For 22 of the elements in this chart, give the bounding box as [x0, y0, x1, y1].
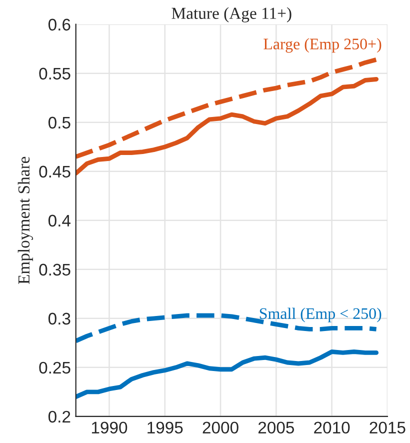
series-label: Small (Emp < 250) [260, 308, 382, 322]
x-tick-label: 1990 [92, 422, 128, 434]
line-series [76, 350, 379, 400]
y-tick-label: 0.55 [39, 68, 70, 80]
series-label: Large (Emp 250+) [264, 38, 382, 53]
line-series [76, 57, 379, 159]
y-tick-label: 0.5 [48, 116, 70, 129]
y-axis-title: Employment Share [18, 156, 33, 284]
x-tick-label: 2010 [314, 422, 350, 434]
x-tick-label: 2015 [370, 422, 406, 434]
y-tick-label: 0.25 [39, 362, 70, 374]
chart-title: Mature (Age 11+) [172, 7, 292, 22]
x-tick-label: 2000 [202, 422, 238, 434]
y-tick-label: 0.2 [48, 410, 70, 423]
x-tick-label: 1995 [148, 422, 183, 434]
y-tick-label: 0.3 [48, 312, 70, 325]
y-tick-label: 0.35 [39, 264, 70, 276]
y-tick-label: 0.6 [48, 18, 70, 31]
line-series [76, 77, 379, 176]
x-tick-label: 2005 [258, 422, 294, 434]
y-tick-label: 0.45 [39, 166, 70, 178]
y-tick-label: 0.4 [48, 214, 71, 227]
